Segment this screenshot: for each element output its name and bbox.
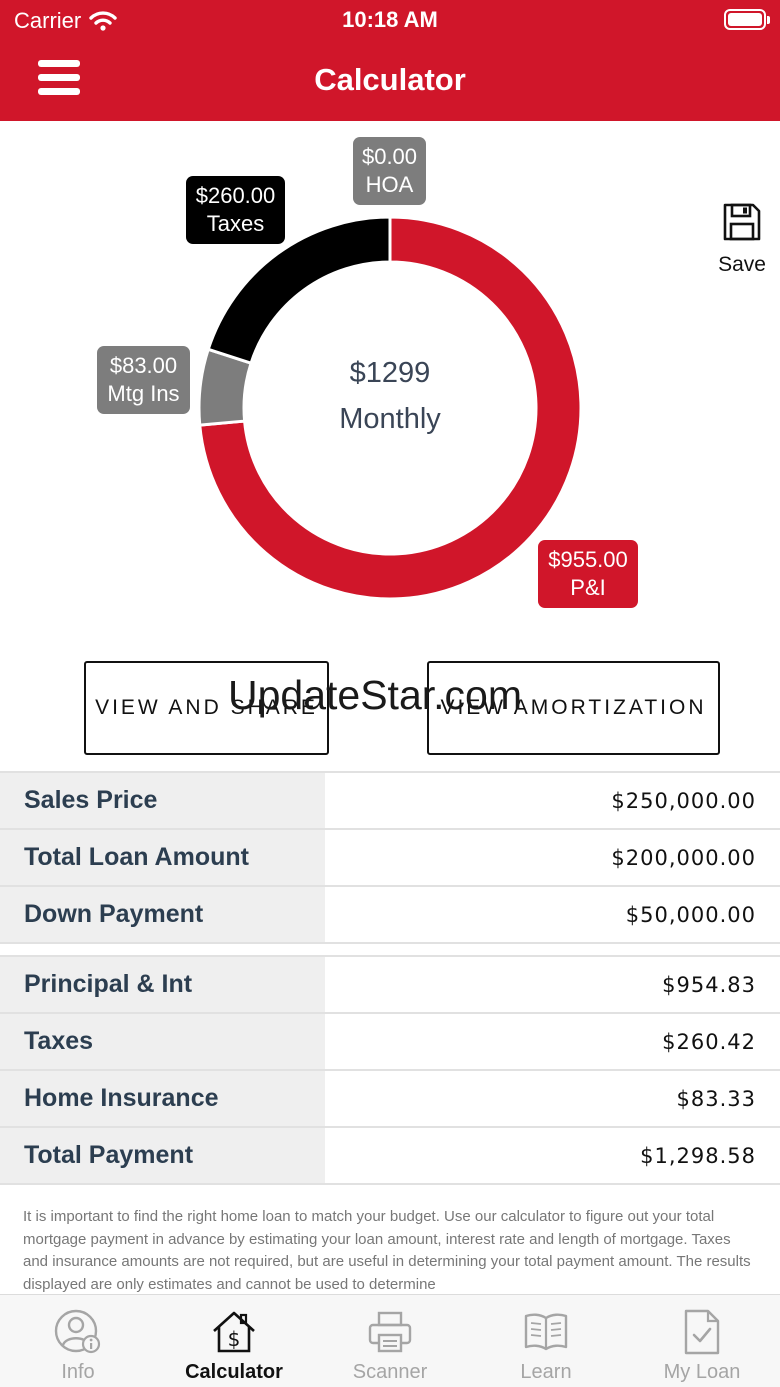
floppy-disk-icon	[723, 203, 761, 241]
carrier-label: Carrier	[14, 8, 82, 33]
carrier-indicator: Carrier	[14, 8, 117, 34]
open-book-icon	[524, 1313, 568, 1351]
row-value: $1,298.58	[640, 1143, 756, 1168]
tab-bar: Info $ Calculator Scanner	[0, 1294, 780, 1387]
wifi-icon	[89, 11, 117, 31]
tab-learn[interactable]: Learn	[468, 1295, 624, 1387]
taxes-label: Taxes	[206, 211, 265, 236]
svg-text:$: $	[228, 1327, 241, 1351]
view-and-share-button[interactable]: VIEW AND SHARE	[84, 661, 329, 755]
hoa-label: HOA	[365, 172, 414, 197]
table-row[interactable]: Taxes $260.42	[0, 1014, 780, 1071]
tab-label: My Loan	[663, 1361, 741, 1383]
page-title: Calculator	[314, 62, 466, 97]
pi-label: P&I	[570, 575, 606, 600]
row-value[interactable]: $954.83	[662, 972, 756, 997]
table-row[interactable]: Sales Price $250,000.00	[0, 773, 780, 830]
hoa-tag: $0.00 HOA	[353, 137, 426, 205]
row-value[interactable]: $200,000.00	[611, 845, 756, 870]
row-label: Taxes	[0, 1014, 325, 1069]
save-label: Save	[718, 253, 766, 276]
hoa-amount: $0.00	[361, 144, 418, 169]
pi-tag: $955.00 P&I	[538, 540, 638, 608]
row-value[interactable]: $83.33	[676, 1086, 756, 1111]
row-label: Down Payment	[0, 887, 325, 942]
tab-label: Scanner	[352, 1361, 428, 1383]
row-value[interactable]: $250,000.00	[611, 788, 756, 813]
tab-my-loan[interactable]: My Loan	[624, 1295, 780, 1387]
user-info-icon	[54, 1309, 101, 1354]
row-value[interactable]: $50,000.00	[625, 902, 756, 927]
table-row[interactable]: Home Insurance $83.33	[0, 1071, 780, 1128]
battery-icon	[724, 9, 770, 30]
payment-donut-chart: $1299 Monthly $0.00 HOA $260.00 Taxes $8…	[0, 121, 780, 641]
row-value[interactable]: $260.42	[662, 1029, 756, 1054]
table-row[interactable]: Total Loan Amount $200,000.00	[0, 830, 780, 887]
mtg-ins-label: Mtg Ins	[107, 381, 180, 406]
donut-svg	[197, 215, 583, 601]
view-amortization-button[interactable]: VIEW AMORTIZATION	[427, 661, 720, 755]
table-row[interactable]: Principal & Int $954.83	[0, 957, 780, 1014]
document-check-icon	[684, 1309, 720, 1355]
loan-summary-table: Sales Price $250,000.00 Total Loan Amoun…	[0, 771, 780, 944]
donut-slice-taxes	[206, 215, 392, 366]
row-label: Sales Price	[0, 773, 325, 828]
nav-bar: Calculator	[0, 40, 780, 121]
save-button[interactable]: Save	[712, 202, 772, 277]
row-label: Home Insurance	[0, 1071, 325, 1126]
monthly-label: Monthly	[339, 403, 441, 435]
taxes-tag: $260.00 Taxes	[186, 176, 285, 244]
tab-calculator[interactable]: $ Calculator	[156, 1295, 312, 1387]
tab-info[interactable]: Info	[0, 1295, 156, 1387]
clock: 10:18 AM	[342, 7, 438, 32]
table-row[interactable]: Down Payment $50,000.00	[0, 887, 780, 944]
pi-amount: $955.00	[548, 547, 628, 572]
mtg-ins-amount: $83.00	[109, 353, 178, 378]
printer-icon	[368, 1311, 412, 1353]
mtg-ins-tag: $83.00 Mtg Ins	[97, 346, 190, 414]
tab-label: Calculator	[185, 1361, 283, 1383]
monthly-amount: $1299	[349, 357, 431, 389]
donut-slice-p-i	[198, 215, 583, 601]
row-label: Total Loan Amount	[0, 830, 325, 885]
status-bar: Carrier 10:18 AM	[0, 0, 780, 40]
disclaimer-text: It is important to find the right home l…	[23, 1208, 751, 1293]
payment-breakdown-table: Principal & Int $954.83 Taxes $260.42 Ho…	[0, 955, 780, 1185]
row-label: Total Payment	[0, 1128, 325, 1183]
tab-label: Info	[61, 1361, 95, 1383]
row-label: Principal & Int	[0, 957, 325, 1012]
table-row: Total Payment $1,298.58	[0, 1128, 780, 1185]
house-dollar-icon: $	[213, 1311, 255, 1353]
tab-scanner[interactable]: Scanner	[312, 1295, 468, 1387]
hamburger-menu-icon[interactable]	[38, 60, 80, 96]
tab-label: Learn	[520, 1361, 572, 1383]
taxes-amount: $260.00	[195, 183, 276, 208]
